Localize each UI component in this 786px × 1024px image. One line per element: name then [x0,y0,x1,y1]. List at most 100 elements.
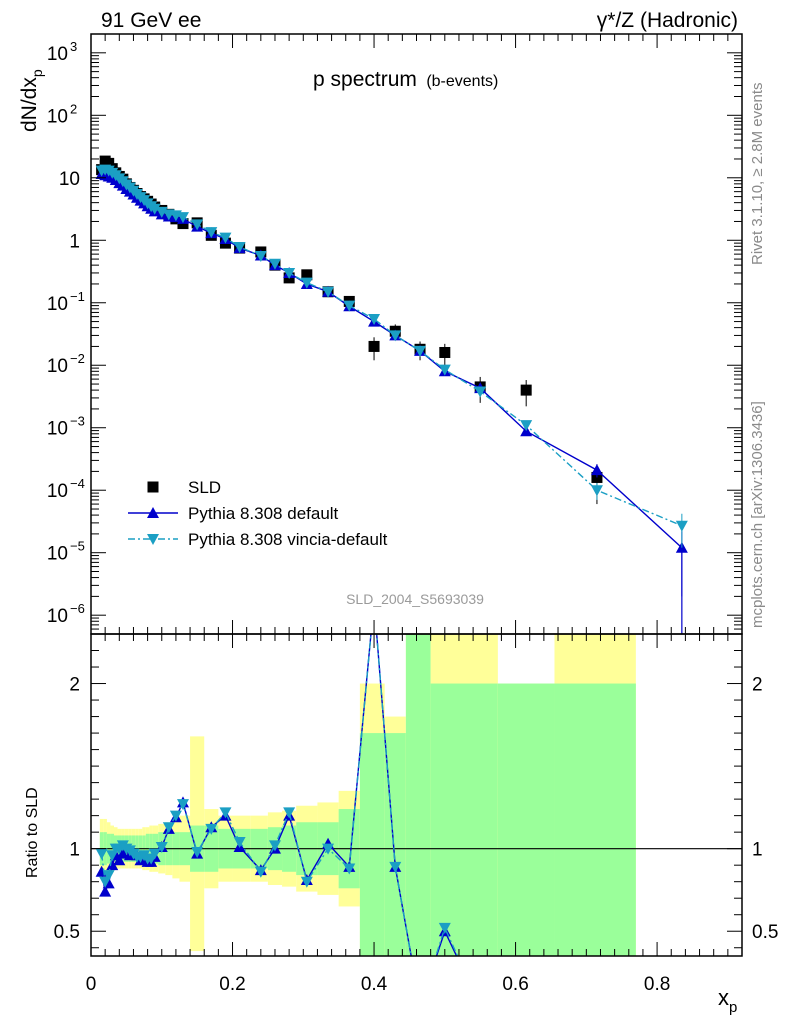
legend-label: Pythia 8.308 vincia-default [188,530,388,549]
y-tick-label: 10 [47,44,68,65]
mc-point [368,313,381,325]
ratio-y-tick-label: 1 [69,840,80,861]
ratio-point [162,822,175,834]
x-axis-label-sub: p [729,999,737,1016]
y-tick-label: 10 [47,606,68,627]
band-green [554,683,636,956]
mc-point [675,520,688,532]
x-axis-label-text: x [718,985,729,1010]
x-axis-label: xp [718,985,737,1016]
y-tick-label: 10 [47,481,68,502]
mc-point [414,345,427,357]
band-green [359,733,385,956]
y-tick-exponent: −4 [70,476,85,491]
ratio-point [343,863,356,875]
band-green [405,634,431,956]
ratio-point [233,837,246,849]
ratio-y-tick-label-right: 0.5 [752,922,778,943]
ratio-point [148,848,161,860]
header-right: γ*/Z (Hadronic) [597,9,738,32]
axis-ticks: 0 0.2 0.4 0.6 0.810 −610 −510 −410 −310 −210 −1110… [47,33,778,995]
legend-marker [147,481,159,493]
uncertainty-bands [99,634,636,956]
ratio-point [591,1001,603,1012]
mc-point [191,219,204,231]
legend-marker [147,507,159,518]
ratio-point [106,859,119,871]
legend-label: Pythia 8.308 default [188,504,339,523]
y-axis-label-main: dN/dxp [18,69,45,132]
mcplots-label: mcplots.cern.ch [arXiv:1306.3436] [749,401,766,628]
y-tick-exponent: −3 [70,414,85,429]
ratio-point [414,1000,426,1011]
ratio-point [169,810,182,822]
y-tick-exponent: −1 [70,289,85,304]
ratio-point [176,799,189,811]
y-tick-label: 10 [59,169,80,190]
mc-point [176,212,189,224]
rivet-version-label: Rivet 3.1.10, ≥ 2.8M events [749,83,766,266]
ratio-point [155,842,168,854]
plot-title-sub: (b-events) [426,73,498,90]
ratio-point [414,1001,426,1012]
mc-point [283,267,296,279]
ratio-point [95,848,108,860]
mc-point [254,251,267,263]
ratio-point [268,840,281,852]
band-green [497,683,555,956]
ratio-y-tick-label-right: 1 [752,840,763,861]
ratio-y-tick-label: 0.5 [54,922,80,943]
ratio-point [474,1000,486,1011]
ratio-point [389,861,402,873]
ratio-point [322,843,335,855]
ratio-point [102,870,115,882]
data-point [368,340,380,352]
y-tick-exponent: −2 [70,351,85,366]
mc-point [300,277,313,289]
y-tick-exponent: −6 [70,601,85,616]
y-axis-label-main-sub: p [29,69,45,77]
plot-title-main: p spectrum [313,68,417,91]
legend: SLD Pythia 8.308 default Pythia 8.308 vinc… [128,478,388,549]
y-tick-label: 10 [47,356,68,377]
y-axis-label-ratio: Ratio to SLD [24,787,41,878]
plot-title: p spectrum (b-events) [313,68,498,91]
y-tick-exponent: 2 [70,101,77,116]
ratio-point [283,807,296,819]
y-tick-label: 10 [47,106,68,127]
y-axis-label-main-text: dN/dx [18,77,41,132]
x-tick-label: 0.4 [361,974,388,995]
data-point [301,269,313,281]
mc-point [219,232,232,244]
mc-point [268,258,281,270]
ratio-point [520,1000,532,1011]
mc-point [590,464,603,476]
band-green [462,683,498,956]
legend-marker [147,534,159,545]
x-tick-label: 0.8 [644,974,670,995]
ratio-point [99,885,112,897]
x-tick-label: 0.2 [219,974,245,995]
ratio-plot-layer [95,634,603,1012]
mc-point [343,300,356,312]
mc-point [438,364,451,376]
ratio-y-tick-label-right: 2 [752,675,763,696]
data-point [520,384,532,396]
y-tick-label: 10 [47,544,68,565]
mc-point [322,286,335,298]
mc-point [205,227,218,239]
ratio-point [191,846,204,858]
data-point [439,346,451,358]
y-tick-label: 10 [47,294,68,315]
main-plot-layer [95,155,688,634]
x-tick-label: 0 [86,974,97,995]
y-tick-exponent: −5 [70,539,85,554]
mc-point [590,485,603,497]
ratio-point [474,1001,486,1012]
mc-point [233,242,246,254]
ratio-point [591,1000,603,1011]
header-left: 91 GeV ee [101,9,201,32]
ratio-point [205,823,218,835]
analysis-id-label: SLD_2004_S5693039 [346,591,484,607]
